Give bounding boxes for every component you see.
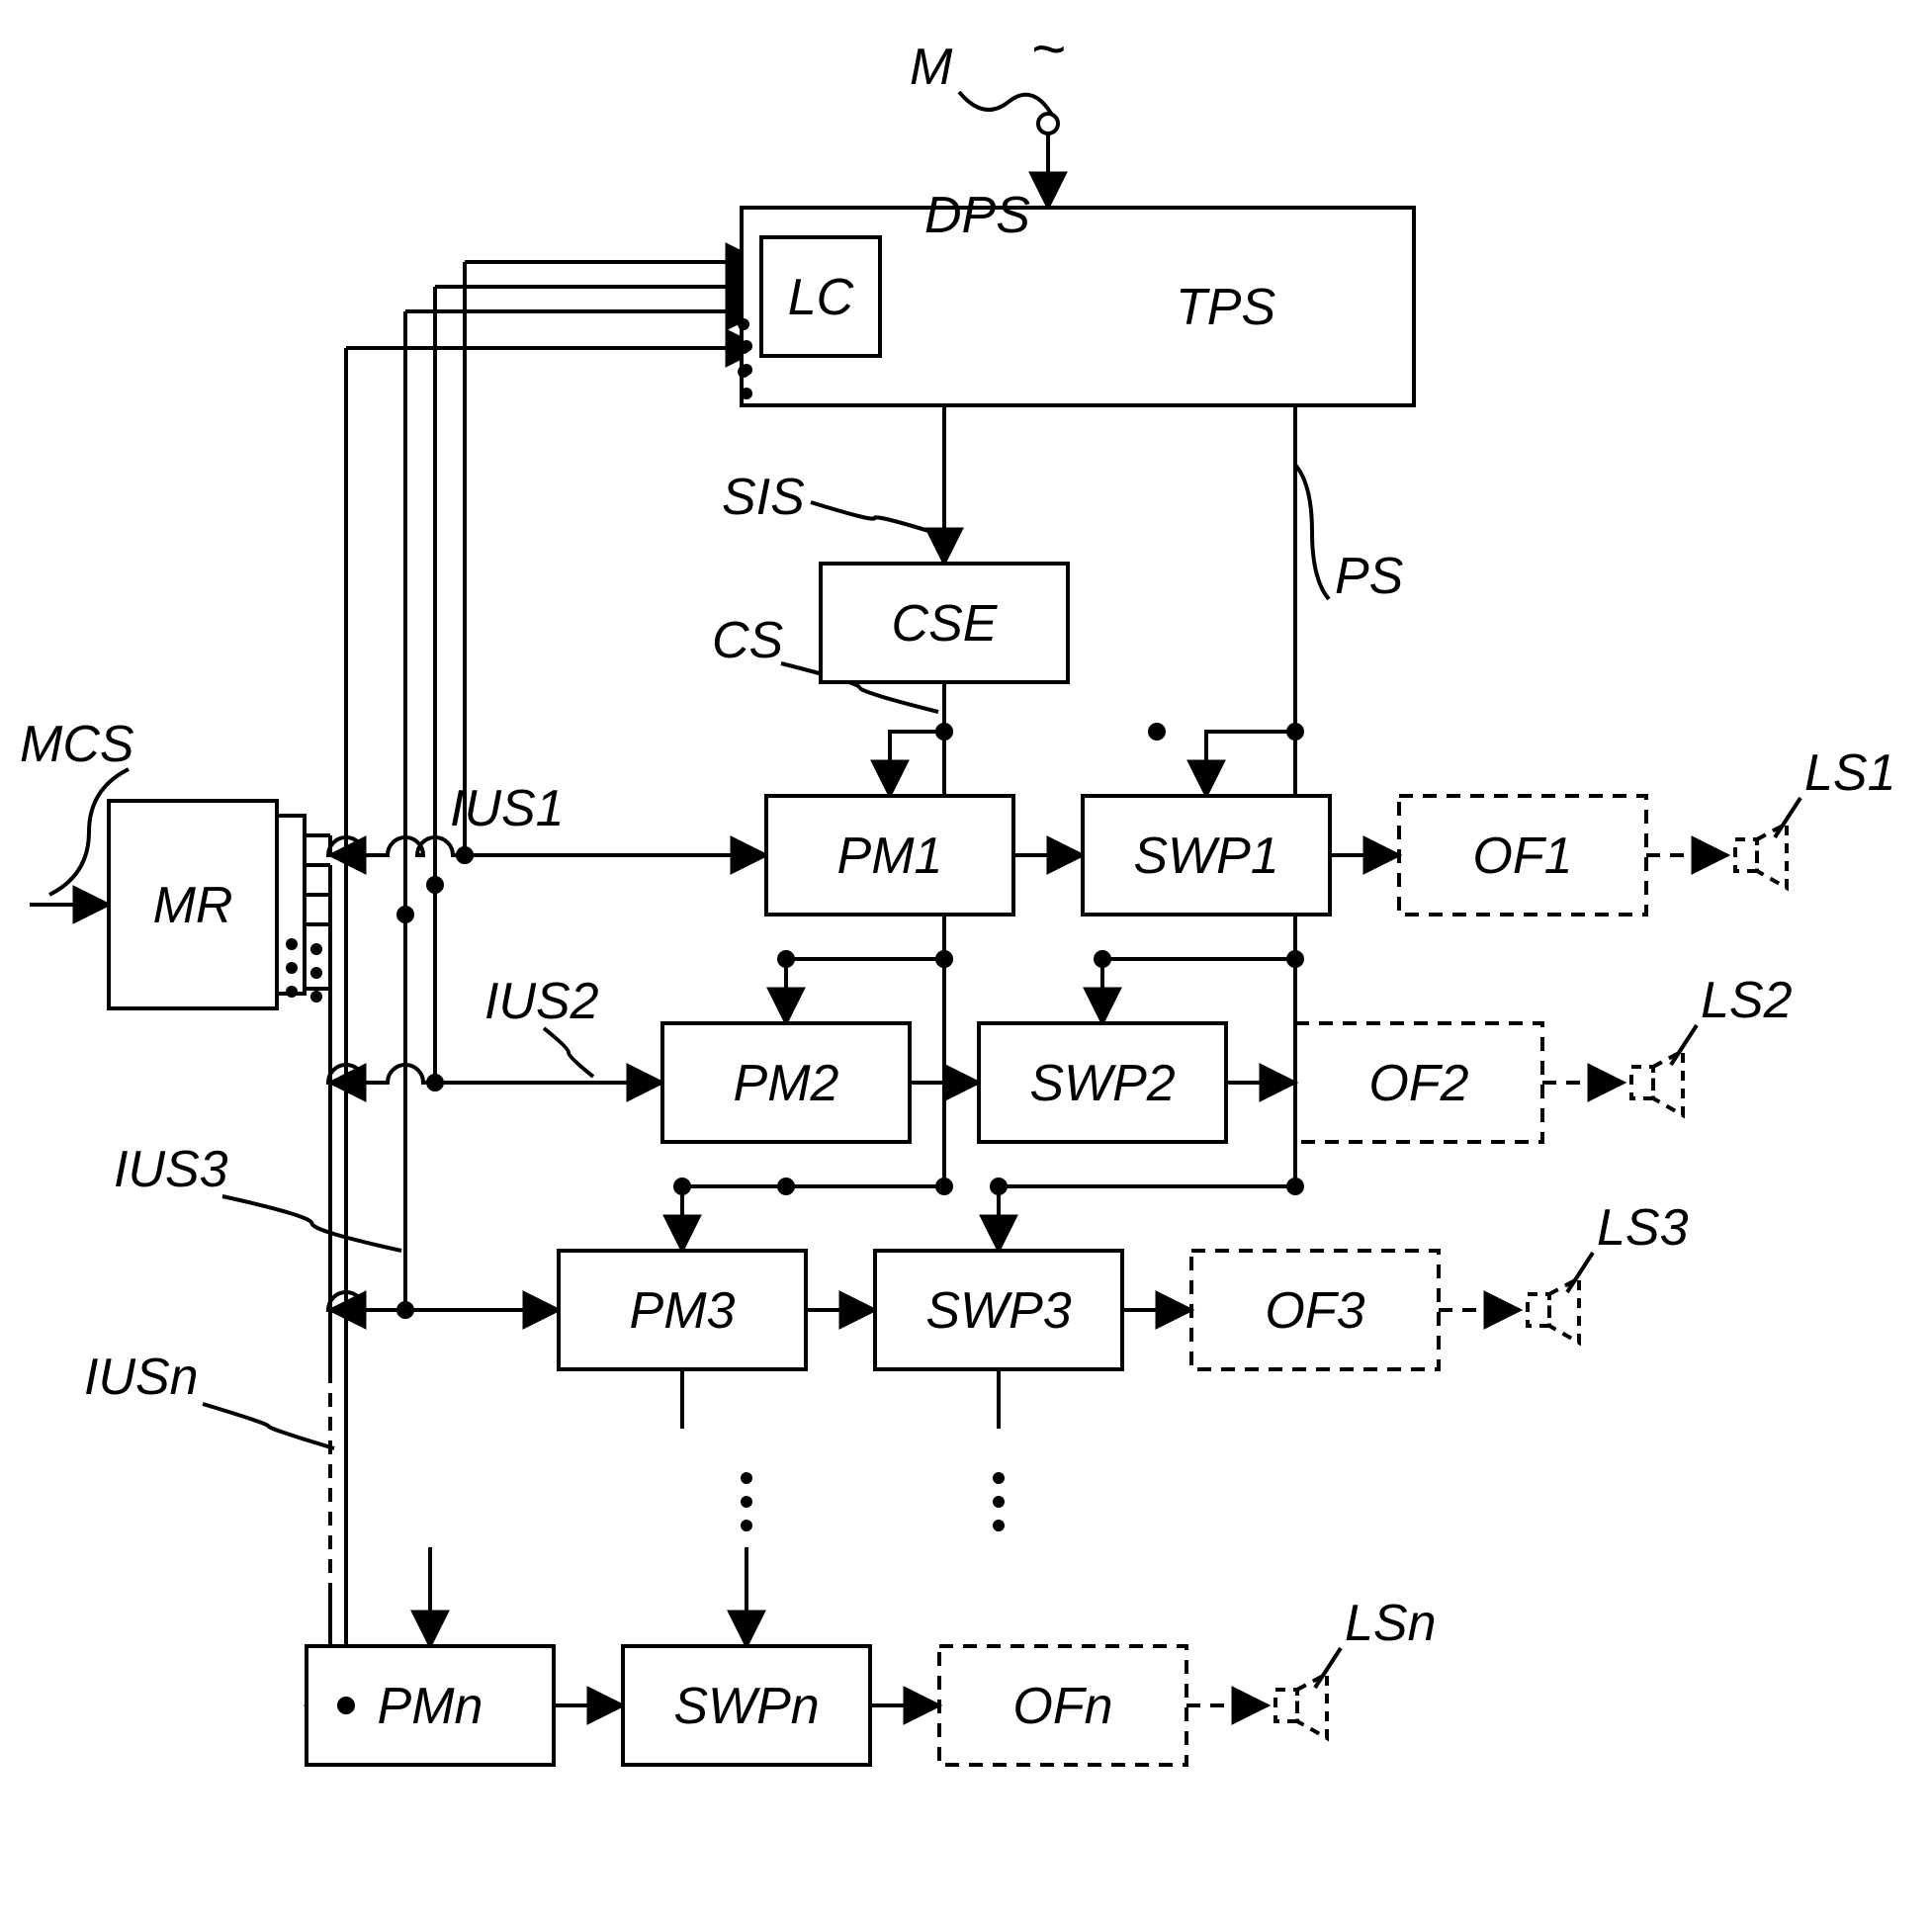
svg-text:SIS: SIS: [722, 469, 805, 526]
svg-text:~: ~: [1030, 16, 1065, 82]
svg-text:CS: CS: [712, 612, 784, 669]
svg-text:IUSn: IUSn: [84, 1349, 199, 1406]
svg-text:LC: LC: [788, 269, 854, 326]
svg-text:TPS: TPS: [1176, 279, 1275, 336]
svg-text:OF2: OF2: [1368, 1055, 1468, 1112]
svg-text:PM2: PM2: [734, 1055, 839, 1112]
svg-text:IUS2: IUS2: [484, 973, 599, 1030]
svg-text:SWPn: SWPn: [673, 1678, 819, 1735]
svg-text:OF3: OF3: [1265, 1282, 1364, 1340]
svg-text:LS3: LS3: [1597, 1199, 1689, 1257]
svg-text:MCS: MCS: [20, 716, 134, 773]
svg-text:OFn: OFn: [1012, 1678, 1112, 1735]
svg-text:IUS3: IUS3: [114, 1141, 228, 1198]
blocks: TPS LC CSE PM1 SWP1 OF1 PM2 SWP2 OF2 PM3 SWP3 OF3 PM…: [109, 208, 1646, 1765]
svg-text:DPS: DPS: [924, 187, 1030, 244]
svg-text:LS2: LS2: [1701, 972, 1793, 1029]
svg-text:PS: PS: [1335, 548, 1404, 605]
svg-text:LSn: LSn: [1345, 1595, 1437, 1652]
svg-text:OF1: OF1: [1472, 828, 1572, 885]
svg-text:SWP2: SWP2: [1029, 1055, 1175, 1112]
svg-text:SWP3: SWP3: [925, 1282, 1071, 1340]
svg-text:PMn: PMn: [378, 1678, 483, 1735]
svg-text:SWP1: SWP1: [1133, 828, 1278, 885]
svg-text:M: M: [910, 39, 953, 96]
svg-text:PM1: PM1: [837, 828, 943, 885]
svg-text:IUS1: IUS1: [450, 780, 565, 837]
svg-text:PM3: PM3: [630, 1282, 736, 1340]
svg-text:MR: MR: [153, 877, 233, 934]
svg-text:CSE: CSE: [892, 595, 999, 653]
svg-text:LS1: LS1: [1804, 744, 1896, 802]
